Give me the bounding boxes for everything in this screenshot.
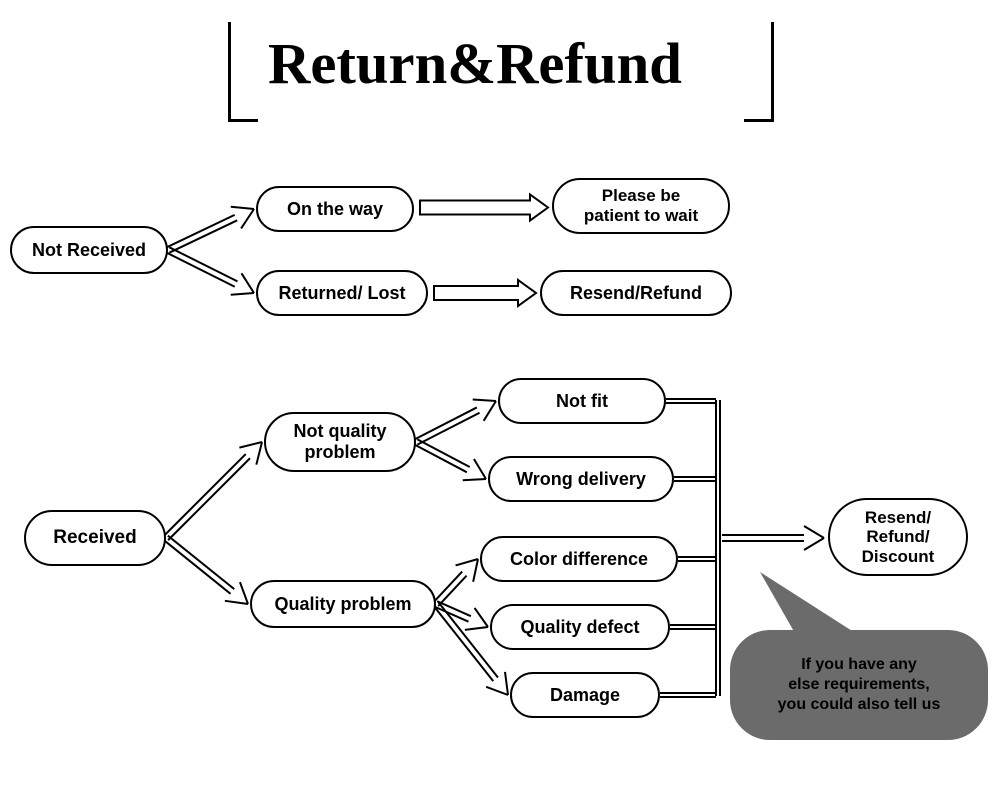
- node-rrd: Resend/Refund/Discount: [828, 498, 968, 576]
- node-received: Received: [24, 510, 166, 566]
- node-on-the-way: On the way: [256, 186, 414, 232]
- node-not-received: Not Received: [10, 226, 168, 274]
- node-color-diff: Color difference: [480, 536, 678, 582]
- node-quality: Quality problem: [250, 580, 436, 628]
- title-bracket-left: [228, 22, 258, 122]
- node-quality-defect: Quality defect: [490, 604, 670, 650]
- node-not-quality: Not qualityproblem: [264, 412, 416, 472]
- callout-text: If you have anyelse requirements,you cou…: [778, 655, 941, 715]
- callout-bubble: If you have anyelse requirements,you cou…: [730, 630, 988, 740]
- node-patient: Please bepatient to wait: [552, 178, 730, 234]
- page-title: Return&Refund: [268, 30, 682, 97]
- node-wrong-delivery: Wrong delivery: [488, 456, 674, 502]
- node-damage: Damage: [510, 672, 660, 718]
- node-resend-refund: Resend/Refund: [540, 270, 732, 316]
- title-bracket-right: [744, 22, 774, 122]
- node-returned-lost: Returned/ Lost: [256, 270, 428, 316]
- node-not-fit: Not fit: [498, 378, 666, 424]
